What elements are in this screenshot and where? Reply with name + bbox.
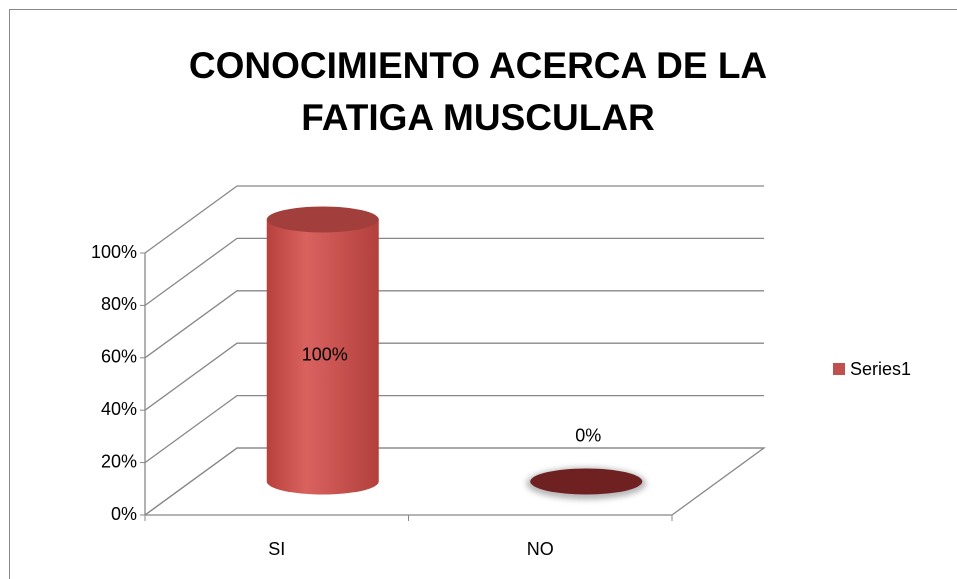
grid-line (144, 342, 764, 411)
grid-line (144, 185, 764, 254)
y-tick-label: 0% (111, 504, 137, 524)
chart-title: CONOCIMIENTO ACERCA DE LA FATIGA MUSCULA… (188, 45, 768, 138)
floor (144, 447, 766, 516)
outer-border (9, 9, 957, 579)
grid-line (144, 394, 764, 464)
data-label: 100% (302, 344, 348, 364)
y-tick-label: 20% (101, 451, 137, 471)
grid-line (144, 290, 764, 359)
grid-line (144, 237, 764, 306)
x-tick-label: SI (268, 539, 285, 559)
y-tick-label: 100% (91, 242, 137, 262)
x-tick-label: NO (527, 539, 554, 559)
cylinder-top (266, 206, 379, 233)
y-tick-label: 60% (101, 347, 137, 367)
legend-swatch (833, 363, 845, 375)
data-label: 0% (575, 425, 601, 445)
grid-line (144, 447, 764, 516)
cylinder-body (266, 219, 379, 495)
y-tick-label: 40% (101, 399, 137, 419)
legend-label: Series1 (850, 359, 911, 379)
cylinder-top (530, 468, 643, 495)
y-tick-label: 80% (101, 294, 137, 314)
